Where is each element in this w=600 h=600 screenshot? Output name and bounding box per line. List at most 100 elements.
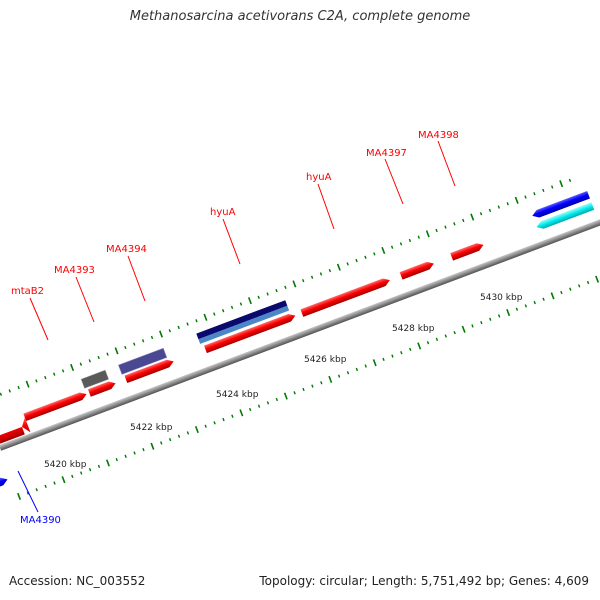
minor-tick	[88, 359, 91, 363]
minor-tick	[71, 474, 74, 479]
major-tick	[372, 359, 377, 367]
minor-tick	[302, 278, 305, 283]
minor-tick	[471, 324, 474, 328]
MA4393-feature	[80, 369, 110, 389]
minor-tick	[168, 329, 171, 333]
hyuA-arrow	[300, 278, 390, 317]
gene-label-MA4394: MA4394	[106, 244, 147, 255]
major-tick	[105, 459, 110, 467]
tick-label-5424: 5424 kbp	[216, 390, 259, 400]
minor-tick	[302, 387, 305, 392]
minor-tick	[222, 417, 225, 422]
minor-tick	[106, 352, 109, 356]
genome-backbone	[0, 198, 600, 451]
major-tick	[461, 325, 466, 333]
mtaB2-arrow	[23, 392, 87, 422]
gene-label-MA4398: MA4398	[418, 130, 459, 141]
major-tick	[159, 330, 163, 338]
major-tick	[506, 308, 511, 317]
MA4393-arrow	[87, 381, 116, 397]
minor-tick	[160, 441, 163, 445]
minor-tick	[524, 195, 527, 199]
minor-tick	[61, 369, 65, 373]
minor-tick	[524, 304, 528, 308]
tick-label-5420: 5420 kbp	[44, 460, 87, 470]
minor-tick	[319, 272, 323, 276]
minor-tick	[586, 280, 590, 285]
minor-tick	[310, 275, 314, 279]
minor-tick	[133, 451, 136, 455]
major-tick	[70, 363, 75, 372]
minor-tick	[435, 228, 438, 233]
minor-tick	[124, 345, 127, 350]
major-tick	[336, 263, 341, 271]
minor-tick	[444, 225, 447, 229]
hyuA-feature-steel	[198, 305, 290, 344]
minor-tick	[150, 335, 154, 340]
minor-tick	[133, 342, 136, 346]
major-tick	[61, 476, 66, 484]
reverse-cds-arrow	[0, 477, 8, 493]
gene-label-MA4390: MA4390	[20, 515, 61, 526]
minor-tick	[568, 178, 572, 182]
minor-tick	[213, 312, 216, 316]
major-tick	[470, 213, 475, 221]
tick-label-5426: 5426 kbp	[304, 355, 347, 365]
minor-tick	[408, 238, 412, 243]
minor-tick	[542, 297, 545, 301]
minor-tick	[506, 202, 509, 206]
minor-tick	[248, 407, 252, 412]
minor-tick	[221, 309, 225, 313]
hyuA-feature-dark	[196, 300, 288, 340]
major-tick	[239, 409, 244, 417]
minor-tick	[364, 364, 367, 368]
minor-tick	[533, 192, 536, 196]
minor-tick	[35, 488, 38, 492]
major-tick	[425, 230, 430, 238]
gene-label-MA4397: MA4397	[366, 148, 407, 159]
minor-tick	[35, 379, 38, 383]
minor-tick	[17, 385, 20, 390]
minor-tick	[417, 235, 420, 239]
minor-tick	[168, 437, 172, 442]
minor-tick	[0, 392, 3, 396]
reverse-cds-arrow	[532, 190, 590, 218]
gene-label-mtaB2: mtaB2	[11, 286, 44, 297]
label-leader	[127, 255, 146, 302]
minor-tick	[293, 391, 296, 395]
minor-tick	[560, 290, 563, 295]
minor-tick	[142, 447, 145, 452]
major-tick	[194, 425, 199, 434]
major-tick	[25, 380, 30, 388]
minor-tick	[533, 300, 536, 305]
gene-label-hyuA-1: hyuA	[210, 207, 236, 218]
tick-label-5422: 5422 kbp	[130, 423, 173, 433]
minor-tick	[124, 454, 127, 458]
major-tick	[559, 180, 564, 188]
minor-tick	[230, 305, 234, 310]
minor-tick	[195, 319, 198, 323]
minor-tick	[488, 208, 492, 213]
scale-ticks	[0, 178, 600, 500]
minor-tick	[97, 355, 100, 360]
minor-tick	[44, 484, 47, 489]
MA4397-arrow	[399, 261, 434, 280]
major-tick	[150, 442, 155, 450]
label-leader	[317, 183, 335, 230]
MA4394-feature	[118, 347, 168, 375]
major-tick	[247, 297, 252, 305]
minor-tick	[115, 458, 118, 462]
major-tick	[595, 275, 600, 283]
MA4398-arrow	[450, 243, 484, 261]
label-leader	[29, 297, 49, 341]
minor-tick	[453, 330, 456, 335]
accession-text: Accession: NC_003552	[9, 574, 146, 588]
major-tick	[17, 492, 22, 500]
minor-tick	[328, 268, 332, 273]
minor-tick	[426, 341, 430, 345]
hyuA-arrow	[204, 314, 296, 354]
minor-tick	[53, 372, 56, 376]
major-tick	[292, 280, 297, 288]
minor-tick	[435, 337, 439, 341]
minor-tick	[239, 302, 243, 306]
